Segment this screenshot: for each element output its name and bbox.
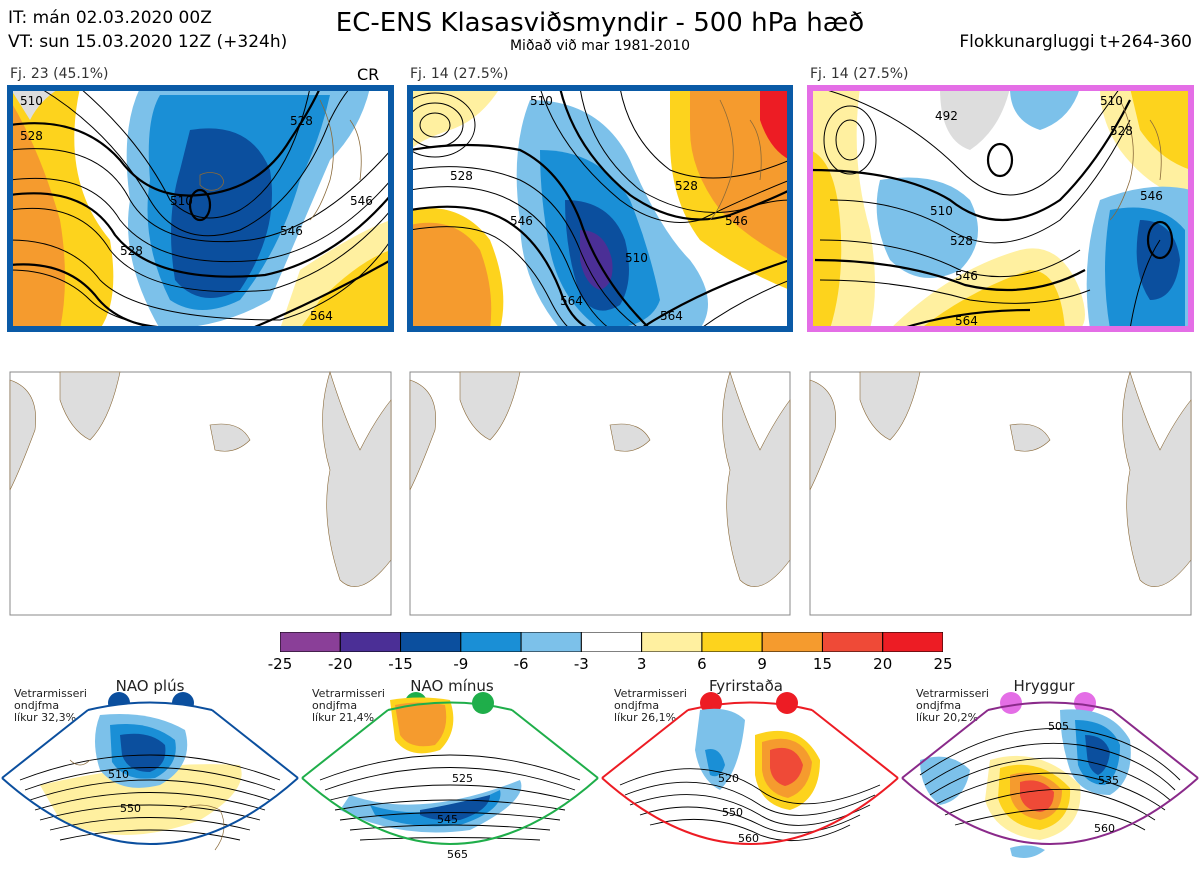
colorbar-tick-label: 25 — [933, 655, 953, 673]
cluster-map-3 — [810, 88, 1191, 329]
colorbar — [280, 632, 943, 652]
regime-4-contour: 505 — [1048, 720, 1069, 733]
colorbar-segment — [280, 632, 341, 652]
contour-label: 528 — [950, 234, 973, 248]
empty-map-row — [9, 370, 1192, 616]
colorbar-segment — [882, 632, 943, 652]
regime-2-title: NAO mínus — [410, 677, 494, 695]
colorbar-segment — [761, 632, 823, 652]
contour-label: 528 — [1110, 124, 1133, 138]
regime-1-contour: 550 — [120, 802, 141, 815]
panel-3-label: Fj. 14 (27.5%) — [810, 66, 909, 82]
cluster-maps: 510 528 546 564 528 510 546 528 510 528 … — [7, 85, 1194, 616]
colorbar-tick-label: 6 — [697, 655, 707, 673]
regime-4-title: Hryggur — [1013, 677, 1075, 695]
colorbar-segment — [339, 632, 402, 652]
colorbar-segment — [821, 632, 884, 652]
regime-2-dot-right — [472, 692, 494, 714]
regime-2-contour: 565 — [447, 848, 468, 861]
contour-label: 546 — [510, 214, 533, 228]
contour-label: 546 — [955, 269, 978, 283]
regime-1-contour: 510 — [108, 768, 129, 781]
colorbar-tick-label: 15 — [812, 655, 832, 673]
empty-map-2 — [409, 370, 791, 616]
colorbar-segment — [701, 632, 763, 652]
regime-2-contour: 525 — [452, 772, 473, 785]
page-title: EC-ENS Klasasviðsmyndir - 500 hPa hæð — [335, 8, 865, 38]
contour-label: 528 — [675, 179, 698, 193]
classification-window: Flokkunargluggi t+264-360 — [959, 32, 1192, 52]
colorbar-segment — [520, 632, 582, 652]
contour-label: 564 — [660, 309, 683, 323]
regime-2-note: Vetrarmisseri ondjfma líkur 21,4% — [312, 687, 385, 724]
cluster-map-1 — [10, 88, 391, 329]
regime-4-contour: 535 — [1098, 774, 1119, 787]
contour-label: 492 — [935, 109, 958, 123]
colorbar-tick-label: -20 — [328, 655, 353, 673]
contour-label: 510 — [20, 94, 43, 108]
colorbar-tick-label: 20 — [873, 655, 893, 673]
contour-label: 510 — [625, 251, 648, 265]
valid-time: VT: sun 15.03.2020 12Z (+324h) — [8, 32, 288, 52]
contour-label: 510 — [1100, 94, 1123, 108]
colorbar-tick-label: -15 — [388, 655, 413, 673]
regime-3-title: Fyrirstaða — [709, 677, 783, 695]
cluster-map-2 — [410, 88, 790, 329]
contour-label: 546 — [1140, 189, 1163, 203]
regime-3-contour: 550 — [722, 806, 743, 819]
regime-1-title: NAO plús — [115, 677, 185, 695]
regime-4-note: Vetrarmisseri ondjfma líkur 20,2% — [916, 687, 989, 724]
colorbar-tick-label: -3 — [573, 655, 589, 673]
page-subtitle: Miðað við mar 1981-2010 — [509, 38, 691, 54]
regime-3-contour: 520 — [718, 772, 739, 785]
contour-label: 564 — [955, 314, 978, 328]
colorbar-tick-label: 3 — [636, 655, 647, 673]
colorbar-segment — [460, 632, 522, 652]
contour-label: 546 — [725, 214, 748, 228]
contour-label: 564 — [560, 294, 583, 308]
run-info: IT: mán 02.03.2020 00Z VT: sun 15.03.202… — [8, 6, 287, 54]
contour-label: 564 — [310, 309, 333, 323]
panel-1-tag: CR — [357, 65, 380, 84]
panel-1-label: Fj. 23 (45.1%) — [10, 66, 109, 82]
contour-label: 528 — [20, 129, 43, 143]
regime-3-dot-right — [776, 692, 798, 714]
colorbar-tick-label: -9 — [453, 655, 469, 673]
contour-label: 510 — [530, 94, 553, 108]
contour-label: 528 — [290, 114, 313, 128]
regime-1-note: Vetrarmisseri ondjfma líkur 32,3% — [14, 687, 87, 724]
regime-4-dot-left — [1000, 692, 1022, 714]
regime-map-block: 520 550 560 — [601, 701, 899, 845]
panel-2-label: Fj. 14 (27.5%) — [410, 66, 509, 82]
init-time: IT: mán 02.03.2020 00Z — [8, 8, 212, 28]
contour-label: 528 — [120, 244, 143, 258]
empty-map-1 — [9, 370, 392, 616]
contour-label: 546 — [280, 224, 303, 238]
regime-4-dot-right — [1074, 692, 1096, 714]
colorbar-segment — [400, 632, 462, 652]
colorbar-segment — [641, 632, 703, 652]
regime-3-contour: 560 — [738, 832, 759, 845]
regime-4-contour: 560 — [1094, 822, 1115, 835]
colorbar-tick-label: -6 — [513, 655, 529, 673]
regime-3-dot-left — [700, 692, 722, 714]
contour-label: 546 — [350, 194, 373, 208]
contour-label: 510 — [170, 194, 193, 208]
regime-3-note: Vetrarmisseri ondjfma líkur 26,1% — [614, 687, 687, 724]
colorbar-segment — [580, 632, 643, 652]
regime-map-ridge: 505 535 560 — [901, 701, 1199, 858]
regime-map-nao-plus: 510 550 — [1, 701, 299, 851]
empty-map-3 — [809, 370, 1192, 616]
colorbar-tick-label: 9 — [757, 655, 767, 673]
colorbar-tick-label: -25 — [267, 655, 293, 673]
regime-2-contour: 545 — [437, 813, 458, 826]
contour-label: 528 — [450, 169, 473, 183]
regime-maps: 510 550 525 545 565 — [1, 697, 1199, 861]
contour-label: 510 — [930, 204, 953, 218]
regime-map-nao-minus: 525 545 565 — [301, 697, 599, 861]
